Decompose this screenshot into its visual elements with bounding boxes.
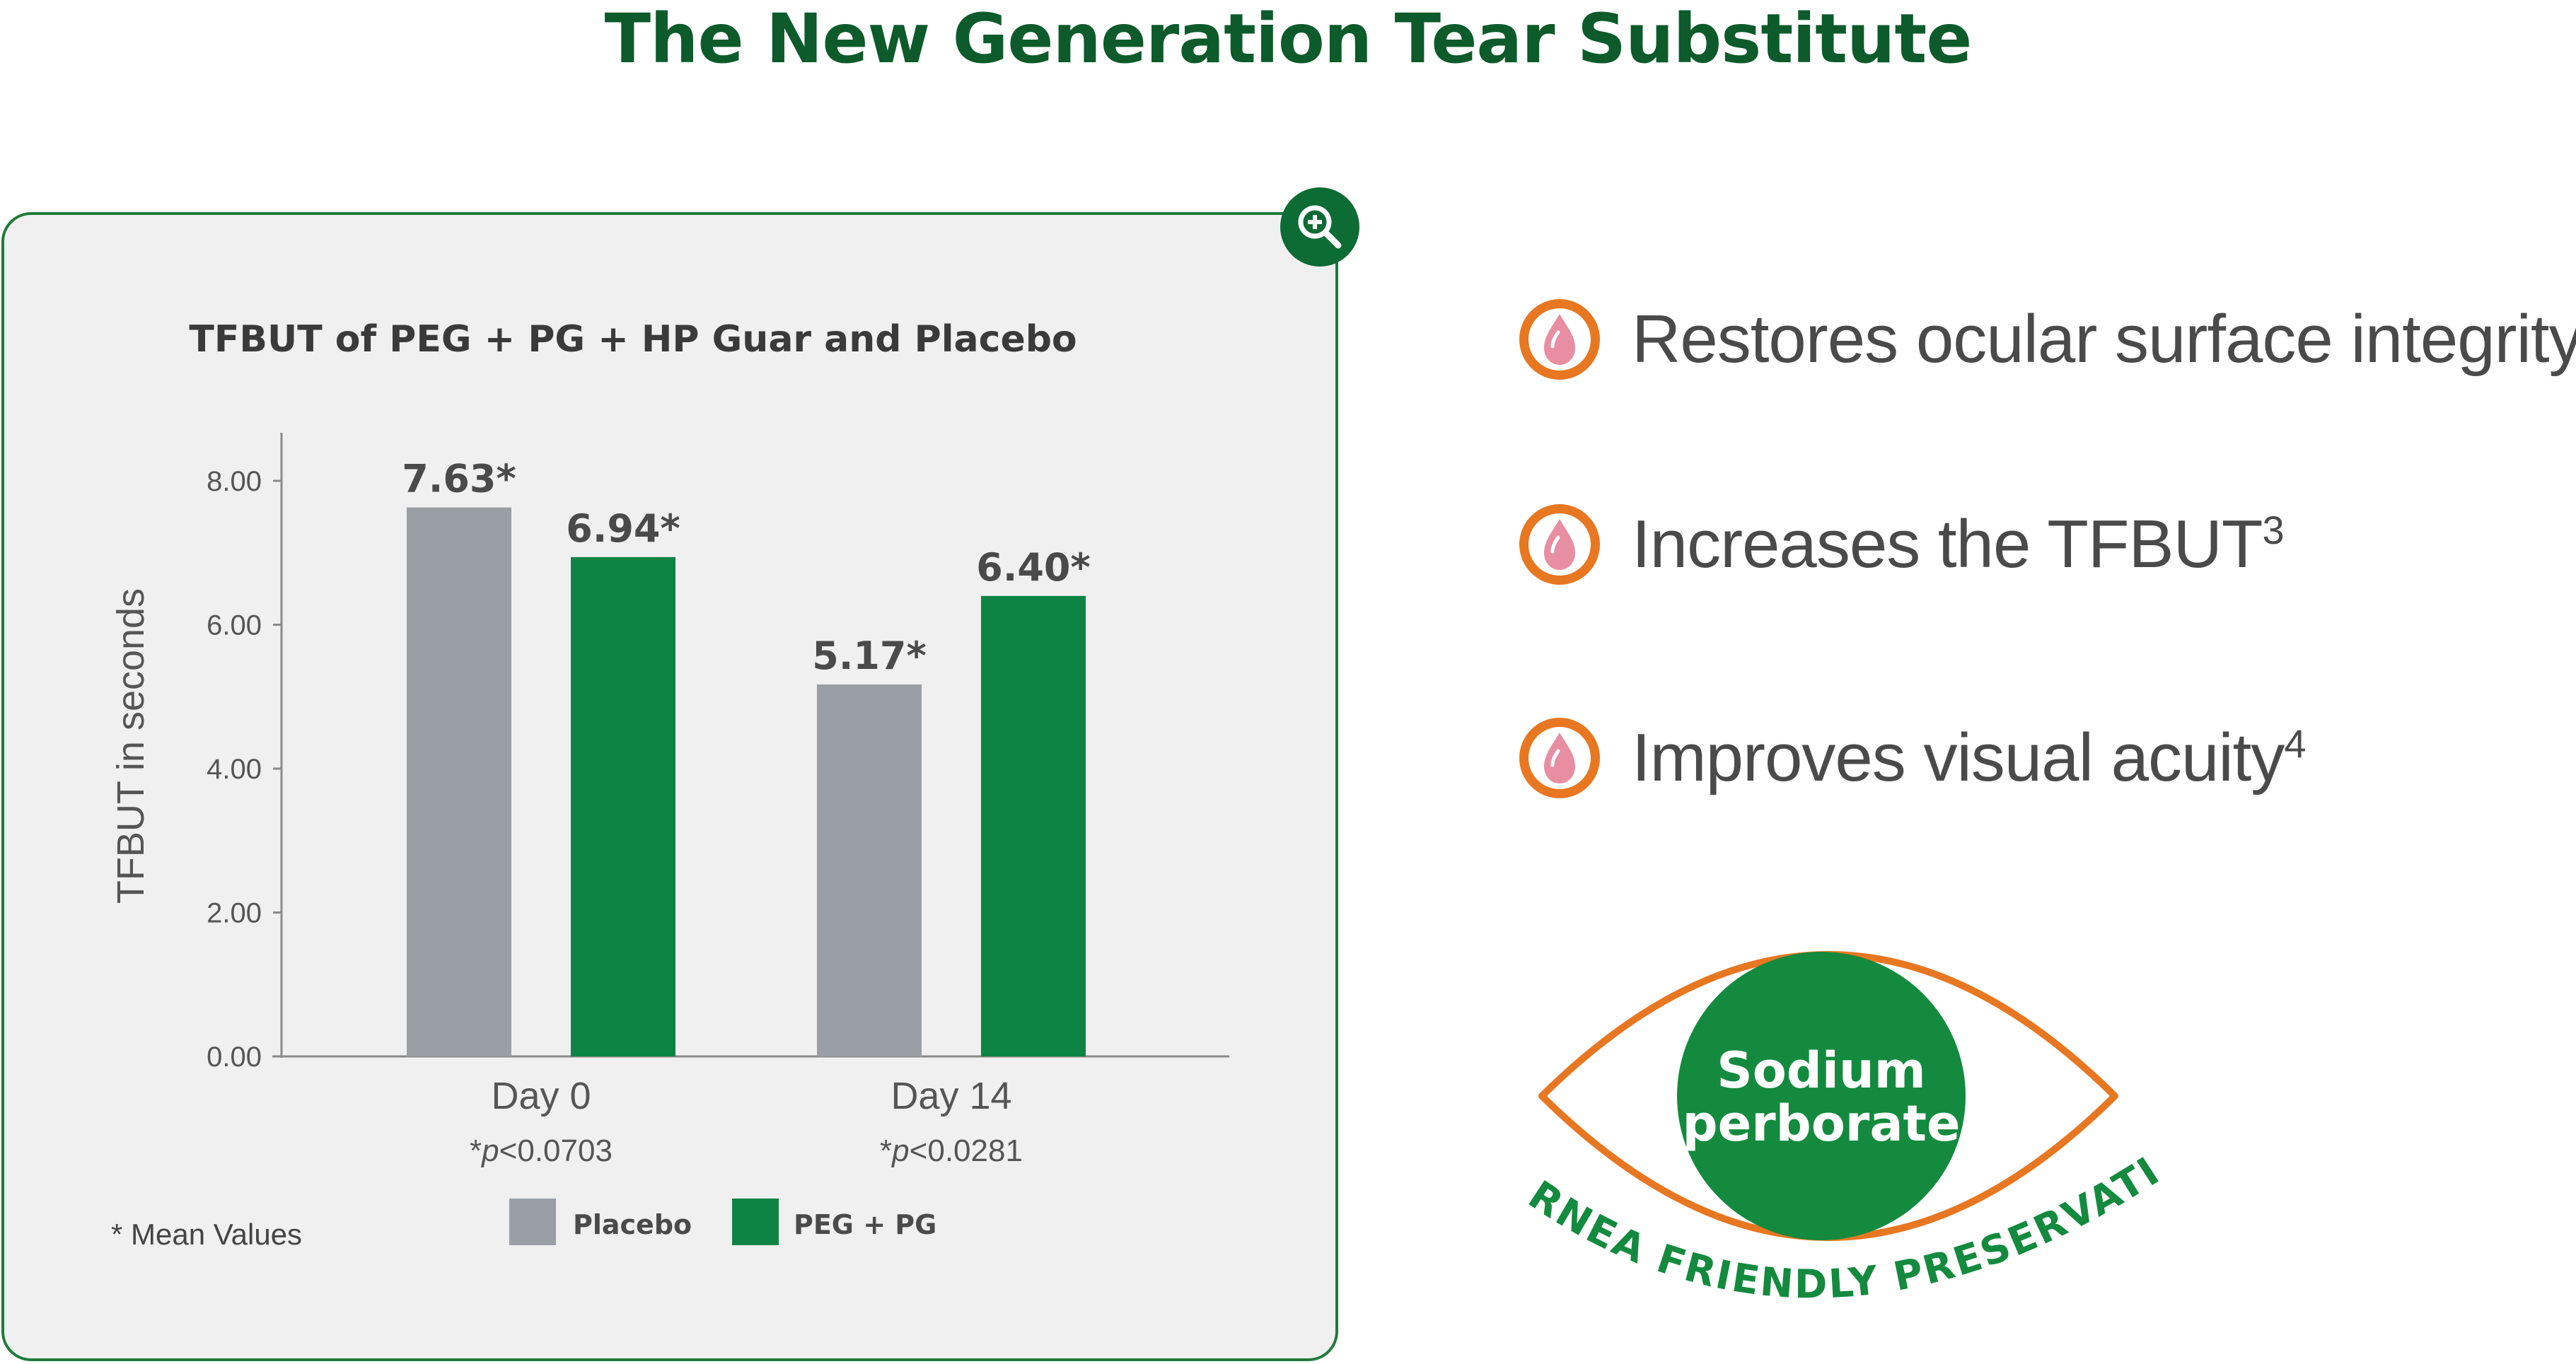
bar-peg-pg xyxy=(571,556,675,1056)
page-title: The New Generation Tear Substitute xyxy=(604,0,1973,78)
legend-label-peg-pg: PEG + PG xyxy=(794,1209,936,1240)
bar-chart: TFBUT of PEG + PG + HP Guar and Placebo … xyxy=(110,318,1229,1251)
y-tick-label: 2.00 xyxy=(207,898,262,929)
data-label: 5.17* xyxy=(812,634,926,678)
y-tick-label: 0.00 xyxy=(207,1042,262,1073)
y-tick-label: 8.00 xyxy=(207,466,262,497)
data-label: 7.63* xyxy=(402,457,516,501)
bar-placebo xyxy=(817,684,922,1056)
legend-swatch-placebo xyxy=(509,1199,556,1245)
feature-text: Increases the TFBUT3 xyxy=(1632,506,2285,582)
x-category-label: Day 0 xyxy=(491,1075,591,1117)
mean-values-note: * Mean Values xyxy=(111,1218,302,1251)
drop-icon xyxy=(1519,504,1600,585)
bar-placebo xyxy=(407,507,511,1056)
zoom-in-icon xyxy=(1298,205,1342,249)
bar-peg-pg xyxy=(981,595,1086,1056)
feature-text: Improves visual acuity4 xyxy=(1632,720,2307,795)
feature-item: Restores ocular surface integrity xyxy=(1517,297,2576,382)
drop-icon xyxy=(1519,299,1600,380)
data-label: 6.94* xyxy=(566,506,680,551)
feature-item: Increases the TFBUT3 xyxy=(1517,502,2285,587)
eye-iris xyxy=(1677,952,1966,1240)
legend-label-placebo: Placebo xyxy=(573,1209,692,1240)
x-category-label: Day 14 xyxy=(890,1075,1011,1117)
zoom-in-button[interactable] xyxy=(1280,187,1359,267)
drop-icon xyxy=(1519,718,1600,798)
p-value-label: *p<0.0281 xyxy=(880,1133,1023,1168)
p-value-label: *p<0.0703 xyxy=(470,1133,613,1168)
feature-text: Restores ocular surface integrity xyxy=(1632,301,2576,377)
badge-line-1: Sodium xyxy=(1717,1042,1925,1100)
sodium-perborate-badge: Sodium perborate CORNEA FRIENDLY PRESERV… xyxy=(1528,919,2164,1307)
feature-item: Improves visual acuity4 xyxy=(1517,716,2307,800)
chart-title: TFBUT of PEG + PG + HP Guar and Placebo xyxy=(189,318,1077,361)
y-tick-label: 4.00 xyxy=(207,754,262,785)
eye-outline xyxy=(1538,951,2118,1241)
data-label: 6.40* xyxy=(976,545,1090,590)
legend-swatch-peg-pg xyxy=(732,1199,779,1245)
y-tick-label: 6.00 xyxy=(207,610,262,641)
badge-line-2: perborate xyxy=(1683,1095,1961,1153)
y-axis-label: TFBUT in seconds xyxy=(110,588,152,904)
